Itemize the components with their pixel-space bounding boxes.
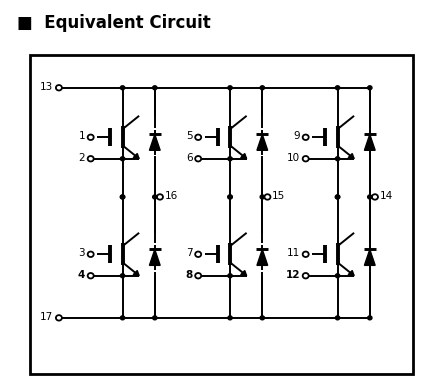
- Circle shape: [228, 195, 232, 199]
- Circle shape: [368, 316, 372, 320]
- Circle shape: [153, 316, 157, 320]
- Bar: [30, 55, 413, 374]
- Polygon shape: [257, 250, 267, 265]
- Text: 17: 17: [40, 312, 53, 322]
- Polygon shape: [150, 250, 160, 265]
- Text: 13: 13: [40, 82, 53, 92]
- Text: ■  Equivalent Circuit: ■ Equivalent Circuit: [17, 14, 211, 32]
- Text: 12: 12: [286, 269, 300, 280]
- Circle shape: [120, 157, 125, 161]
- Circle shape: [368, 195, 372, 199]
- Text: 10: 10: [287, 152, 300, 163]
- Polygon shape: [133, 154, 139, 159]
- Circle shape: [120, 195, 125, 199]
- Polygon shape: [348, 154, 354, 159]
- Polygon shape: [241, 271, 247, 276]
- Circle shape: [120, 316, 125, 320]
- Polygon shape: [241, 154, 247, 159]
- Text: 8: 8: [185, 269, 193, 280]
- Text: 11: 11: [287, 248, 300, 258]
- Circle shape: [120, 195, 125, 199]
- Circle shape: [335, 274, 340, 278]
- Text: 1: 1: [78, 131, 85, 141]
- Circle shape: [120, 274, 125, 278]
- Circle shape: [228, 195, 232, 199]
- Text: 2: 2: [78, 152, 85, 163]
- Circle shape: [335, 157, 340, 161]
- Polygon shape: [365, 250, 375, 265]
- Circle shape: [335, 195, 340, 199]
- Text: 14: 14: [380, 191, 393, 201]
- Circle shape: [260, 86, 264, 90]
- Circle shape: [335, 86, 340, 90]
- Polygon shape: [133, 271, 139, 276]
- Circle shape: [260, 195, 264, 199]
- Circle shape: [120, 86, 125, 90]
- Circle shape: [228, 274, 232, 278]
- Circle shape: [228, 157, 232, 161]
- Polygon shape: [257, 135, 267, 150]
- Text: 9: 9: [293, 131, 300, 141]
- Text: 3: 3: [78, 248, 85, 258]
- Polygon shape: [365, 135, 375, 150]
- Circle shape: [260, 316, 264, 320]
- Text: 4: 4: [78, 269, 85, 280]
- Circle shape: [228, 86, 232, 90]
- Polygon shape: [348, 271, 354, 276]
- Polygon shape: [150, 135, 160, 150]
- Circle shape: [335, 195, 340, 199]
- Text: 5: 5: [186, 131, 193, 141]
- Text: 7: 7: [186, 248, 193, 258]
- Circle shape: [228, 316, 232, 320]
- Text: 16: 16: [165, 191, 178, 201]
- Text: 6: 6: [186, 152, 193, 163]
- Circle shape: [153, 86, 157, 90]
- Text: 15: 15: [272, 191, 286, 201]
- Circle shape: [153, 195, 157, 199]
- Circle shape: [368, 86, 372, 90]
- Circle shape: [335, 316, 340, 320]
